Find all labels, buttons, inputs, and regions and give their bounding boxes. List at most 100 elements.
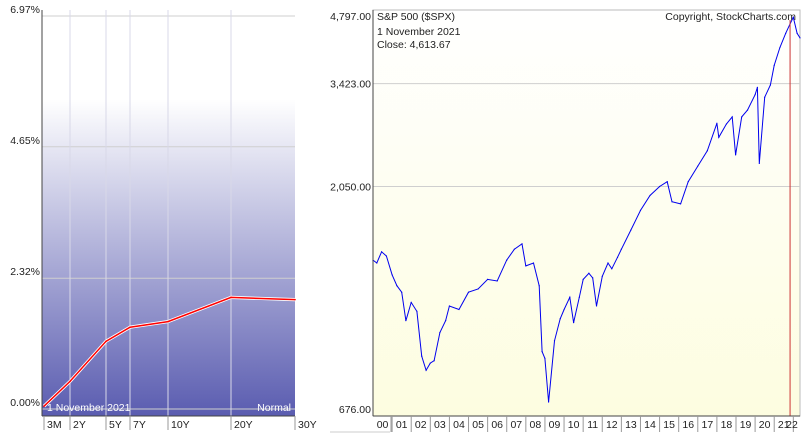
sp-point [592, 277, 594, 279]
sp-point [725, 123, 728, 125]
sp-point [666, 181, 668, 183]
sp-point [553, 340, 556, 342]
sp-point [444, 320, 447, 322]
sp-point [544, 357, 546, 359]
sp-x-tick-label: 00 [377, 419, 389, 431]
yc-date-label: 1 November 2021 [47, 402, 131, 414]
sp-point [405, 320, 407, 322]
yc-point [69, 380, 71, 383]
sp-point [433, 360, 435, 362]
yield-curve-panel: 6.97% 4.65% 2.32% 0.00% 3M 2Y 5Y 7Y 10Y 20Y 30Y 1… [10, 4, 316, 431]
sp-point [639, 209, 642, 211]
sp-point [547, 401, 550, 403]
yc-point [129, 326, 131, 329]
sp-point [595, 305, 598, 307]
sp-x-tick-label: 12 [606, 419, 618, 431]
sp-point [506, 259, 508, 261]
sp-plot-background [373, 10, 800, 416]
sp-x-tick-label: 08 [530, 419, 542, 431]
sp-x-tick-label: 09 [549, 419, 561, 431]
sp-point [796, 32, 798, 34]
sp-point [758, 162, 760, 165]
sp-point [496, 280, 498, 282]
yc-x-tick-label: 5Y [109, 419, 122, 431]
sp-point [578, 296, 580, 298]
sp-y-tick-label: 676.00 [339, 404, 371, 416]
sp-point [741, 116, 743, 118]
sp-point [376, 262, 378, 264]
sp-point [611, 268, 613, 270]
sp-point [706, 150, 708, 152]
yc-x-tick-label: 2Y [73, 419, 86, 431]
yc-point [230, 296, 232, 299]
sp-point [487, 278, 489, 280]
sp-y-tick-label: 4,797.00 [330, 11, 371, 23]
sp-point [563, 308, 565, 311]
sp-x-tick-label: 15 [663, 419, 675, 431]
sp-point [532, 262, 535, 264]
sp-y-tick-labels: 4,797.00 3,423.00 2,050.00 676.00 [330, 11, 371, 416]
sp-point [541, 351, 543, 353]
sp-point [588, 272, 590, 274]
sp-point [559, 318, 561, 320]
sp-point [521, 243, 523, 245]
sp-point [679, 203, 682, 205]
sp-title: S&P 500 ($SPX) [377, 11, 455, 23]
sp-point [649, 194, 651, 197]
sp-x-tick-label: 14 [644, 419, 656, 431]
sp-point [525, 265, 527, 267]
yc-y-tick-label: 6.97% [10, 4, 40, 16]
sp-point [569, 296, 571, 298]
sp-point [416, 310, 418, 312]
yc-y-tick-labels: 6.97% 4.65% 2.32% 0.00% [10, 4, 40, 409]
yc-shape-label: Normal [257, 402, 291, 414]
sp-point [630, 229, 632, 231]
yc-point [105, 340, 107, 343]
sp-point [380, 251, 383, 253]
sp-point [477, 288, 479, 290]
sp-x-tick-label: 05 [472, 419, 484, 431]
sp-x-tick-label: 06 [491, 419, 503, 431]
yc-x-tick-label: 3M [47, 419, 62, 431]
yc-points [43, 296, 296, 407]
sp-point [716, 122, 718, 124]
sp-point [429, 362, 431, 364]
yc-x-tick-label: 7Y [133, 419, 146, 431]
sp-point [731, 116, 733, 118]
sp-point [458, 308, 460, 311]
sp-point [658, 185, 661, 188]
sp-y-tick-label: 3,423.00 [330, 79, 371, 91]
sp-y-tick-label: 2,050.00 [330, 182, 371, 194]
sp-x-tick-label: 21 [778, 419, 790, 431]
yc-x-tick-label: 10Y [171, 419, 190, 431]
sp-x-tick-label: 07 [510, 419, 522, 431]
sp-point [396, 285, 398, 287]
yc-x-grid [69, 10, 232, 416]
sp-close-label: Close: 4,613.67 [377, 39, 451, 51]
sp-point [601, 275, 603, 277]
yc-x-tick-labels: 3M 2Y 5Y 7Y 10Y 20Y 30Y [43, 416, 317, 431]
sp-point [401, 291, 403, 293]
sp-point [718, 136, 720, 138]
sp-x-tick-label: 22 [786, 419, 798, 431]
sp-point [582, 278, 584, 280]
sp-point [425, 369, 427, 371]
sp-point [746, 109, 749, 111]
sp-x-tick-labels: 00 01 02 03 04 05 06 07 08 09 10 11 12 13 14 15 16 17 18 19… [377, 416, 798, 432]
sp-point [421, 355, 423, 357]
sp-x-tick-label: 19 [740, 419, 752, 431]
sp-point [773, 64, 775, 66]
yc-x-tick-label: 30Y [298, 419, 317, 431]
sp-point [607, 262, 609, 264]
sp-point [513, 248, 515, 250]
sp-x-tick-label: 01 [396, 419, 408, 431]
sp-x-tick-label: 03 [434, 419, 446, 431]
sp-point [467, 291, 470, 293]
yc-point [294, 298, 296, 301]
yc-point [43, 405, 45, 407]
sp-point [799, 37, 801, 39]
sp-point [620, 248, 622, 250]
sp-point [764, 96, 766, 98]
